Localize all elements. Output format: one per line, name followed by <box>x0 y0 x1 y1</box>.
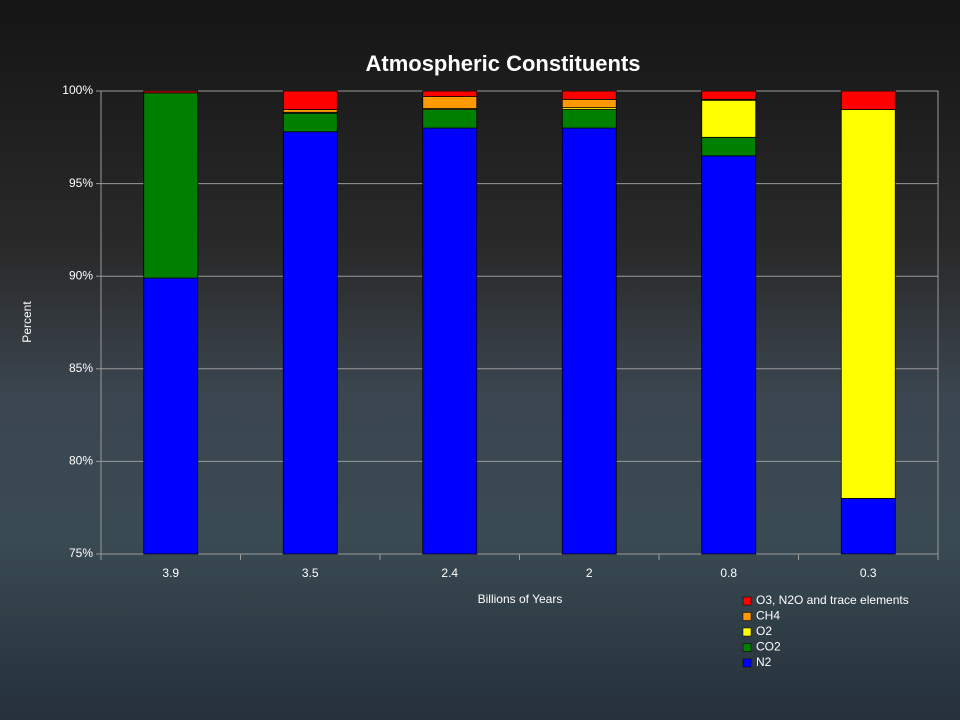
y-tick-label: 85% <box>69 361 93 375</box>
bar-segment <box>422 109 478 129</box>
x-tick-label: 2.4 <box>441 566 458 580</box>
bar-segment <box>701 136 757 157</box>
x-tick-label: 2 <box>586 566 593 580</box>
x-tick-label: 0.8 <box>720 566 737 580</box>
bar-segment <box>561 127 617 555</box>
bar-segment <box>282 131 338 555</box>
bar-segment <box>561 90 617 100</box>
bar-segment <box>143 90 199 94</box>
y-tick-label: 90% <box>69 268 93 282</box>
bar-segment <box>282 109 338 113</box>
bar-segment <box>143 92 199 279</box>
bar-segment <box>561 98 617 109</box>
bar-segment <box>422 127 478 555</box>
bar-segment <box>840 109 896 499</box>
legend-swatch <box>742 627 752 637</box>
y-tick-label: 95% <box>69 176 93 190</box>
legend-label: CH4 <box>756 609 780 623</box>
plot-area <box>100 90 939 555</box>
legend-label: CO2 <box>756 640 781 654</box>
bar-segment <box>701 155 757 555</box>
bar-segment <box>701 99 757 138</box>
bar-segment <box>282 90 338 110</box>
chart-title: Atmospheric Constituents <box>365 51 640 76</box>
legend-label: N2 <box>756 655 772 669</box>
legend-swatch <box>742 612 752 621</box>
y-axis-label: Percent <box>20 301 34 343</box>
bar-segment <box>282 112 338 133</box>
bar-segment <box>840 498 896 555</box>
legend-label: O3, N2O and trace elements <box>756 593 909 607</box>
bar-segment <box>422 90 478 97</box>
x-tick-label: 3.9 <box>162 566 179 580</box>
y-tick-label: 80% <box>69 454 93 468</box>
legend-label: O2 <box>756 624 772 638</box>
legend-swatch <box>742 658 752 668</box>
bar-segment <box>840 90 896 110</box>
bar-segment <box>422 96 478 109</box>
bar-segment <box>143 277 199 555</box>
legend-swatch <box>742 596 752 606</box>
x-axis-label: Billions of Years <box>478 592 563 606</box>
bar-segment <box>701 90 757 100</box>
legend-swatch <box>742 643 752 652</box>
y-tick-label: 100% <box>62 83 93 97</box>
x-tick-label: 0.3 <box>860 566 877 580</box>
y-tick-label: 75% <box>69 546 93 560</box>
bar-segment <box>561 109 617 129</box>
x-tick-label: 3.5 <box>302 566 319 580</box>
